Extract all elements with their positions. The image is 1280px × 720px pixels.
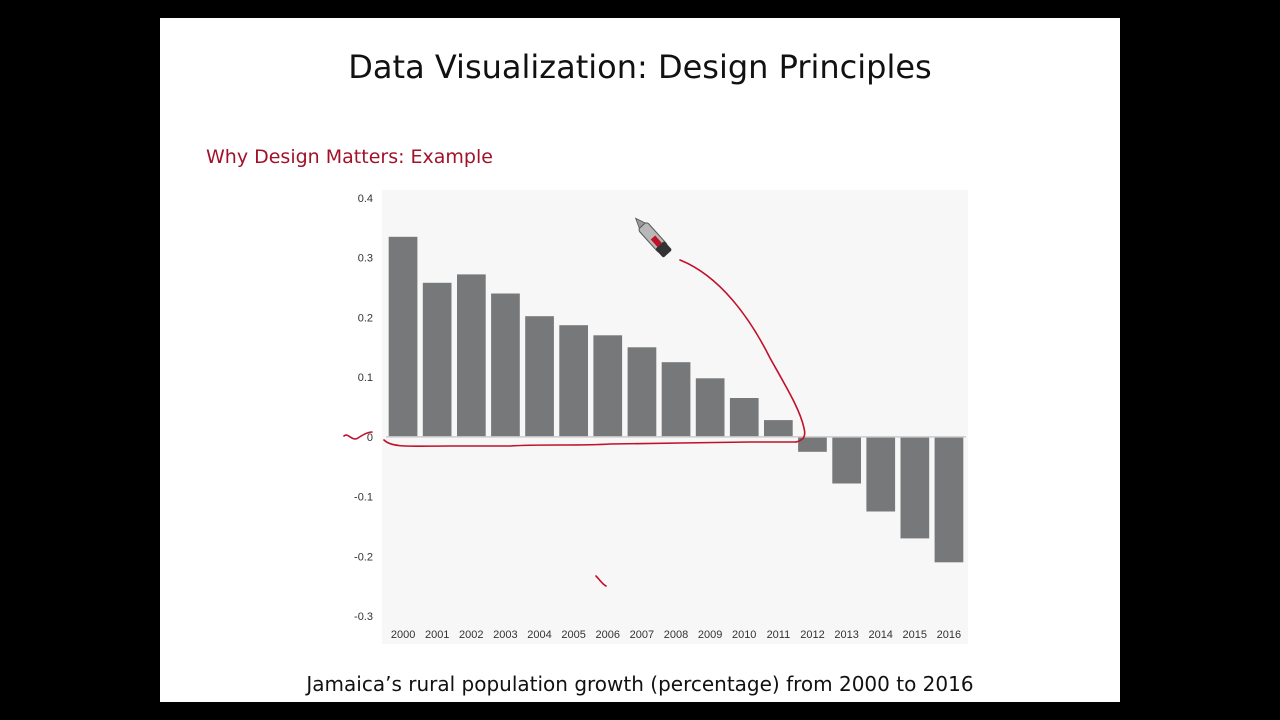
x-tick-label: 2004 [527,629,551,641]
y-tick-label: -0.1 [354,492,373,504]
x-axis: 2000 2001 2002 2003 2004 2005 2006 2007 2008 2009… [391,629,961,641]
x-tick-label: 2001 [425,629,449,641]
y-tick-label: 0.3 [358,253,373,265]
bar-2008 [661,362,691,437]
y-tick-label: -0.3 [354,611,373,623]
x-tick-label: 2011 [767,629,791,641]
ink-annotations [343,259,806,587]
bar-2005 [559,325,588,437]
x-tick-label: 2012 [800,629,824,641]
slide: Data Visualization: Design Principles Wh… [160,18,1120,702]
bar-chart: 0.40.30.20.10-0.1-0.2-0.3 2000 2001 2002 20… [343,190,968,644]
marker-pen-icon [634,217,672,258]
x-tick-label: 2008 [664,629,688,641]
x-tick-label: 2010 [732,629,756,641]
x-tick-label: 2016 [937,629,961,641]
bar-2004 [525,316,554,437]
bar-2010 [729,398,759,437]
bar-2001 [422,282,452,437]
bar-2014 [866,436,896,512]
bar-2015 [900,436,930,539]
x-tick-label: 2005 [561,629,585,641]
y-tick-label: 0.4 [358,193,373,205]
slide-caption: Jamaica’s rural population growth (perce… [306,672,974,696]
x-tick-label: 2013 [834,629,858,641]
bar-2011 [764,420,793,437]
x-tick-label: 2006 [596,629,620,641]
bar-2000 [388,236,418,437]
y-tick-label: -0.2 [354,551,373,563]
ink-curve-stroke [679,259,806,443]
bar-2016 [934,436,964,563]
x-tick-label: 2015 [903,629,927,641]
bar-2006 [593,335,623,437]
y-tick-label: 0 [367,432,373,444]
bar-2013 [832,436,861,484]
y-axis: 0.4 0.3 0.2 0.1 0 -0.1 -0.2 -0.3 [354,193,373,623]
bar-2007 [627,347,657,437]
x-tick-label: 2009 [698,629,722,641]
ink-left-squiggle [343,431,373,440]
bar-2003 [491,293,520,437]
bar-2009 [695,378,725,437]
slide-subtitle: Why Design Matters: Example [206,146,493,168]
bar-2012 [798,436,827,452]
bar-2002 [457,274,486,437]
ink-baseline-stroke [383,439,797,448]
bar-series [388,236,964,563]
ink-small-tick [595,575,607,587]
y-tick-label: 0.2 [358,312,373,324]
x-tick-label: 2000 [391,629,415,641]
x-tick-label: 2002 [459,629,483,641]
x-tick-label: 2007 [630,629,654,641]
x-tick-label: 2003 [493,629,517,641]
y-tick-label: 0.1 [358,372,373,384]
slide-title: Data Visualization: Design Principles [348,48,932,86]
x-tick-label: 2014 [868,629,892,641]
